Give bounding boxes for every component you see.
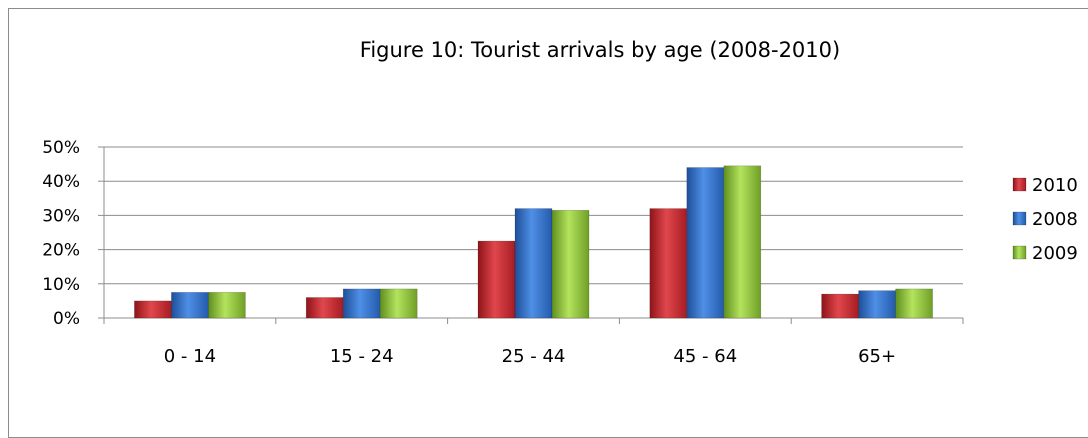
- y-tick-label: 20%: [42, 241, 80, 261]
- chart-title: Figure 10: Tourist arrivals by age (2008…: [360, 38, 840, 62]
- legend-swatch: [1012, 245, 1027, 260]
- x-tick-label: 0 - 14: [164, 346, 216, 367]
- bar-2010-0-14: [134, 300, 172, 319]
- y-tick-label: 10%: [42, 275, 80, 295]
- legend-label: 2009: [1032, 243, 1078, 264]
- legend-swatch: [1012, 177, 1027, 192]
- x-tick-label: 45 - 64: [673, 346, 737, 367]
- bar-2010-25-44: [477, 240, 516, 319]
- axes: 0% 10% 20% 30% 40% 50% 0 - 14 15 - 24 25 - 44 45 …: [42, 138, 964, 367]
- x-tick-label: 15 - 24: [330, 346, 394, 367]
- legend: 2010 2008 2009: [1012, 175, 1078, 264]
- bar-2008-0-14: [171, 292, 209, 319]
- bar-2008-15-24: [342, 288, 381, 319]
- x-tick-label: 25 - 44: [502, 346, 566, 367]
- y-tick-label: 50%: [42, 138, 80, 158]
- y-tick-label: 40%: [42, 172, 80, 192]
- legend-label: 2010: [1032, 175, 1078, 196]
- bar-chart: Figure 10: Tourist arrivals by age (2008…: [42, 38, 1078, 367]
- bar-2010-45-64: [649, 208, 688, 319]
- legend-label: 2008: [1032, 209, 1078, 230]
- x-tick-label: 65+: [858, 346, 896, 367]
- bar-2009-65+: [895, 288, 933, 319]
- bar-2009-25-44: [551, 209, 590, 319]
- bars: [134, 165, 933, 319]
- legend-swatch: [1012, 211, 1027, 226]
- bar-2009-45-64: [723, 165, 762, 319]
- bar-2009-0-14: [208, 292, 246, 319]
- bar-2009-15-24: [379, 288, 418, 319]
- bar-2008-65+: [858, 290, 896, 319]
- bar-2008-45-64: [686, 167, 725, 319]
- bar-2010-65+: [821, 293, 859, 319]
- bar-2008-25-44: [514, 208, 553, 319]
- y-tick-label: 30%: [42, 206, 80, 226]
- bar-2010-15-24: [305, 297, 344, 319]
- y-tick-label: 0%: [53, 309, 80, 329]
